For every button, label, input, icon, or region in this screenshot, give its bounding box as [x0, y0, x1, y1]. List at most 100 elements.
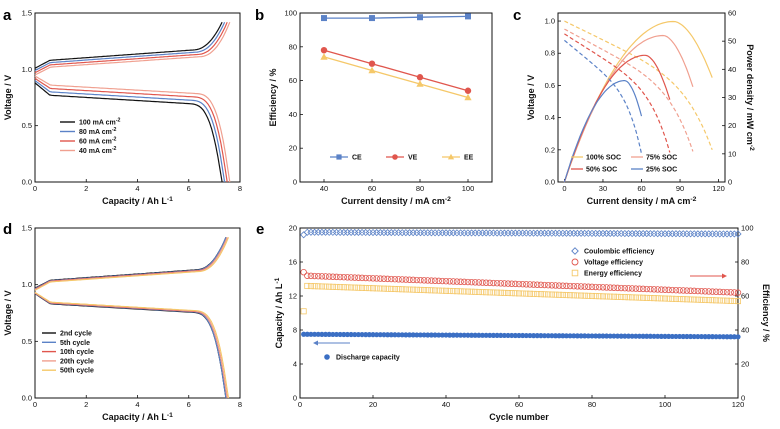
- data-point: [420, 277, 428, 284]
- data-point: [548, 291, 555, 298]
- data-point: [454, 332, 460, 338]
- data-point: [556, 291, 563, 298]
- data-point: [369, 228, 377, 237]
- data-point: [406, 276, 413, 283]
- data-point: [325, 228, 333, 236]
- data-point: [333, 283, 340, 290]
- data-point: [687, 296, 694, 303]
- data-point: [563, 282, 570, 290]
- y-axis-label: Voltage / V: [3, 75, 13, 120]
- x-tick-label: 8: [238, 184, 242, 193]
- y-tick-label: 0.2: [545, 145, 555, 154]
- data-point: [307, 228, 315, 236]
- data-point: [490, 332, 497, 338]
- data-point: [501, 332, 507, 339]
- data-point: [321, 15, 327, 22]
- data-point: [629, 294, 636, 301]
- x-tick-label: 4: [135, 184, 139, 193]
- data-point: [351, 284, 358, 291]
- data-point: [596, 293, 603, 300]
- charge-curve: [34, 21, 226, 72]
- data-point: [686, 230, 695, 238]
- charge-curve: [34, 21, 231, 76]
- data-point: [337, 284, 344, 291]
- legend-label: 75% SOC: [646, 155, 677, 162]
- data-point: [720, 288, 727, 296]
- legend-marker: [571, 247, 579, 255]
- data-point: [719, 230, 727, 238]
- data-point: [320, 46, 328, 54]
- data-point: [628, 285, 636, 292]
- data-point: [635, 229, 644, 238]
- data-point: [697, 230, 706, 238]
- data-point: [523, 332, 529, 339]
- data-point: [332, 228, 341, 236]
- data-point: [461, 288, 468, 295]
- data-point: [442, 277, 450, 285]
- data-point: [651, 295, 658, 302]
- data-point: [661, 230, 669, 238]
- data-point: [672, 295, 679, 302]
- data-point: [369, 285, 376, 292]
- data-point: [582, 333, 588, 339]
- data-point: [531, 333, 537, 339]
- y-tick-label: 1.0: [22, 280, 32, 289]
- x-axis-label: Current density / mA cm-2: [587, 196, 697, 206]
- x-tick-label: 60: [515, 400, 523, 409]
- data-point: [497, 280, 504, 287]
- data-point: [588, 283, 596, 291]
- data-point: [457, 278, 464, 285]
- data-point: [621, 294, 628, 301]
- data-point: [519, 280, 526, 288]
- legend-marker: [571, 258, 579, 266]
- data-point: [603, 284, 610, 291]
- data-point: [669, 295, 676, 302]
- data-point: [406, 286, 413, 293]
- legend-label: 50% SOC: [586, 167, 617, 174]
- data-point: [315, 272, 322, 280]
- data-point: [300, 231, 308, 239]
- data-point: [567, 333, 573, 339]
- data-point: [442, 287, 449, 294]
- data-point: [723, 230, 731, 238]
- legend-marker: [324, 354, 330, 360]
- panel-label: e: [256, 221, 264, 238]
- data-point: [388, 275, 395, 283]
- data-point: [530, 281, 537, 288]
- data-point: [727, 289, 734, 296]
- data-point: [344, 331, 351, 338]
- data-point: [683, 296, 690, 303]
- data-point: [479, 289, 486, 296]
- data-point: [574, 292, 581, 299]
- y2-tick-label: 50: [728, 37, 736, 46]
- y-tick-label: 60: [289, 76, 297, 85]
- legend-marker: [336, 154, 342, 160]
- data-point: [322, 273, 329, 280]
- y-tick-label: 100: [284, 9, 297, 18]
- data-point: [355, 274, 362, 281]
- data-point: [497, 289, 504, 296]
- data-point: [577, 283, 585, 290]
- data-point: [690, 230, 698, 238]
- data-point: [701, 230, 709, 238]
- data-point: [395, 332, 402, 338]
- data-point: [410, 286, 417, 293]
- y-tick-label: 1.0: [22, 65, 32, 74]
- data-point: [712, 230, 720, 238]
- x-tick-label: 2: [84, 184, 88, 193]
- data-point: [672, 286, 680, 294]
- data-point: [453, 288, 460, 295]
- panel-label: a: [3, 7, 12, 24]
- x-tick-label: 120: [732, 400, 745, 409]
- data-point: [730, 230, 738, 238]
- x-tick-label: 0: [298, 400, 302, 409]
- data-point: [483, 289, 490, 296]
- data-point: [490, 289, 497, 296]
- data-point: [307, 283, 314, 290]
- data-point: [482, 229, 490, 237]
- data-point: [497, 229, 505, 237]
- legend-label: 20th cycle: [60, 358, 94, 365]
- data-point: [647, 295, 654, 302]
- data-point: [734, 289, 742, 296]
- data-point: [618, 284, 625, 292]
